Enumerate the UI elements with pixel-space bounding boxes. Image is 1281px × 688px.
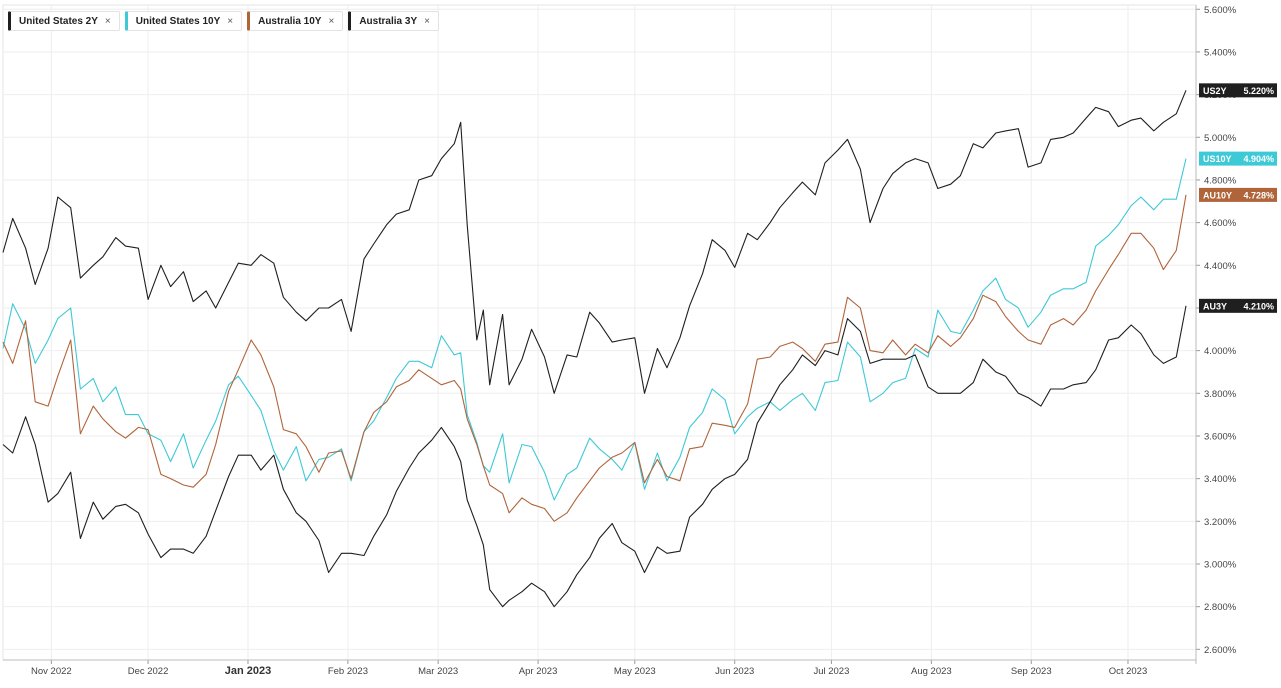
plot-frame (2, 4, 1197, 661)
chart-grid (2, 4, 1197, 661)
x-tick-label: Dec 2022 (128, 666, 169, 677)
value-tag-value: 4.728% (1243, 190, 1274, 200)
x-tick-label: Jul 2023 (813, 666, 849, 677)
x-tick-label: Oct 2023 (1109, 666, 1148, 677)
y-tick-label: 5.000% (1204, 133, 1237, 144)
y-tick-label: 2.600% (1204, 645, 1237, 656)
value-tag-name: US10Y (1203, 154, 1232, 164)
legend-item-us2y[interactable]: United States 2Y × (8, 11, 120, 31)
x-tick-label: Mar 2023 (418, 666, 458, 677)
value-tag-bg (1199, 151, 1277, 166)
y-tick-label: 2.800% (1204, 602, 1237, 613)
value-tag-name: AU3Y (1203, 301, 1227, 311)
legend: United States 2Y × United States 10Y × A… (8, 11, 439, 31)
value-tag-name: AU10Y (1203, 190, 1232, 200)
x-tick-label: Nov 2022 (31, 666, 72, 677)
x-tick-label: Apr 2023 (519, 666, 558, 677)
close-icon[interactable]: × (424, 15, 430, 27)
y-tick-label: 3.200% (1204, 517, 1237, 528)
legend-item-us10y[interactable]: United States 10Y × (124, 11, 243, 31)
y-tick-label: 4.600% (1204, 218, 1237, 229)
series-line-us2y[interactable] (2, 90, 1187, 394)
y-tick-label: 3.800% (1204, 389, 1237, 400)
axes: 5.600%5.400%5.200%5.000%4.800%4.600%4.40… (3, 5, 1237, 677)
y-tick-label: 3.000% (1204, 559, 1237, 570)
value-tag-bg (1199, 83, 1277, 98)
value-tag-us2y: US2Y 5.220% (1199, 83, 1277, 98)
legend-label: United States 10Y (135, 15, 221, 27)
series-layer (2, 90, 1187, 608)
y-tick-label: 5.400% (1204, 47, 1237, 58)
legend-label: Australia 3Y (359, 15, 418, 27)
last-value-tags: US2Y 5.220% US10Y 4.904% AU10Y 4.728% AU3Y 4.21… (1199, 83, 1277, 313)
y-tick-label: 4.800% (1204, 175, 1237, 186)
close-icon[interactable]: × (227, 15, 234, 27)
series-line-us10y[interactable] (2, 158, 1187, 501)
y-tick-label: 5.600% (1204, 5, 1237, 16)
y-tick-label: 4.000% (1204, 346, 1237, 357)
legend-item-au3y[interactable]: Australia 3Y × (348, 11, 439, 31)
value-tag-us10y: US10Y 4.904% (1199, 151, 1277, 166)
value-tag-bg (1199, 187, 1277, 202)
close-icon[interactable]: × (104, 15, 111, 27)
series-line-au3y[interactable] (2, 305, 1187, 608)
legend-label: Australia 10Y (258, 15, 322, 27)
x-tick-label: May 2023 (614, 666, 656, 677)
y-tick-label: 3.600% (1204, 431, 1237, 442)
value-tag-au3y: AU3Y 4.210% (1199, 298, 1277, 313)
x-tick-label: Sep 2023 (1011, 666, 1052, 677)
x-tick-label: Feb 2023 (328, 666, 368, 677)
value-tag-au10y: AU10Y 4.728% (1199, 187, 1277, 202)
legend-label: United States 2Y (19, 15, 98, 27)
y-tick-label: 4.400% (1204, 261, 1237, 272)
value-tag-name: US2Y (1203, 86, 1227, 96)
value-tag-bg (1199, 298, 1277, 313)
x-tick-label: Jun 2023 (715, 666, 754, 677)
legend-item-au10y[interactable]: Australia 10Y × (247, 11, 344, 31)
y-tick-label: 3.400% (1204, 474, 1237, 485)
value-tag-value: 4.904% (1243, 154, 1274, 164)
value-tag-value: 4.210% (1243, 301, 1274, 311)
x-tick-label: Aug 2023 (911, 666, 952, 677)
close-icon[interactable]: × (328, 15, 335, 27)
x-tick-label: Jan 2023 (225, 665, 271, 677)
series-line-au10y[interactable] (2, 194, 1187, 522)
value-tag-value: 5.220% (1243, 86, 1274, 96)
